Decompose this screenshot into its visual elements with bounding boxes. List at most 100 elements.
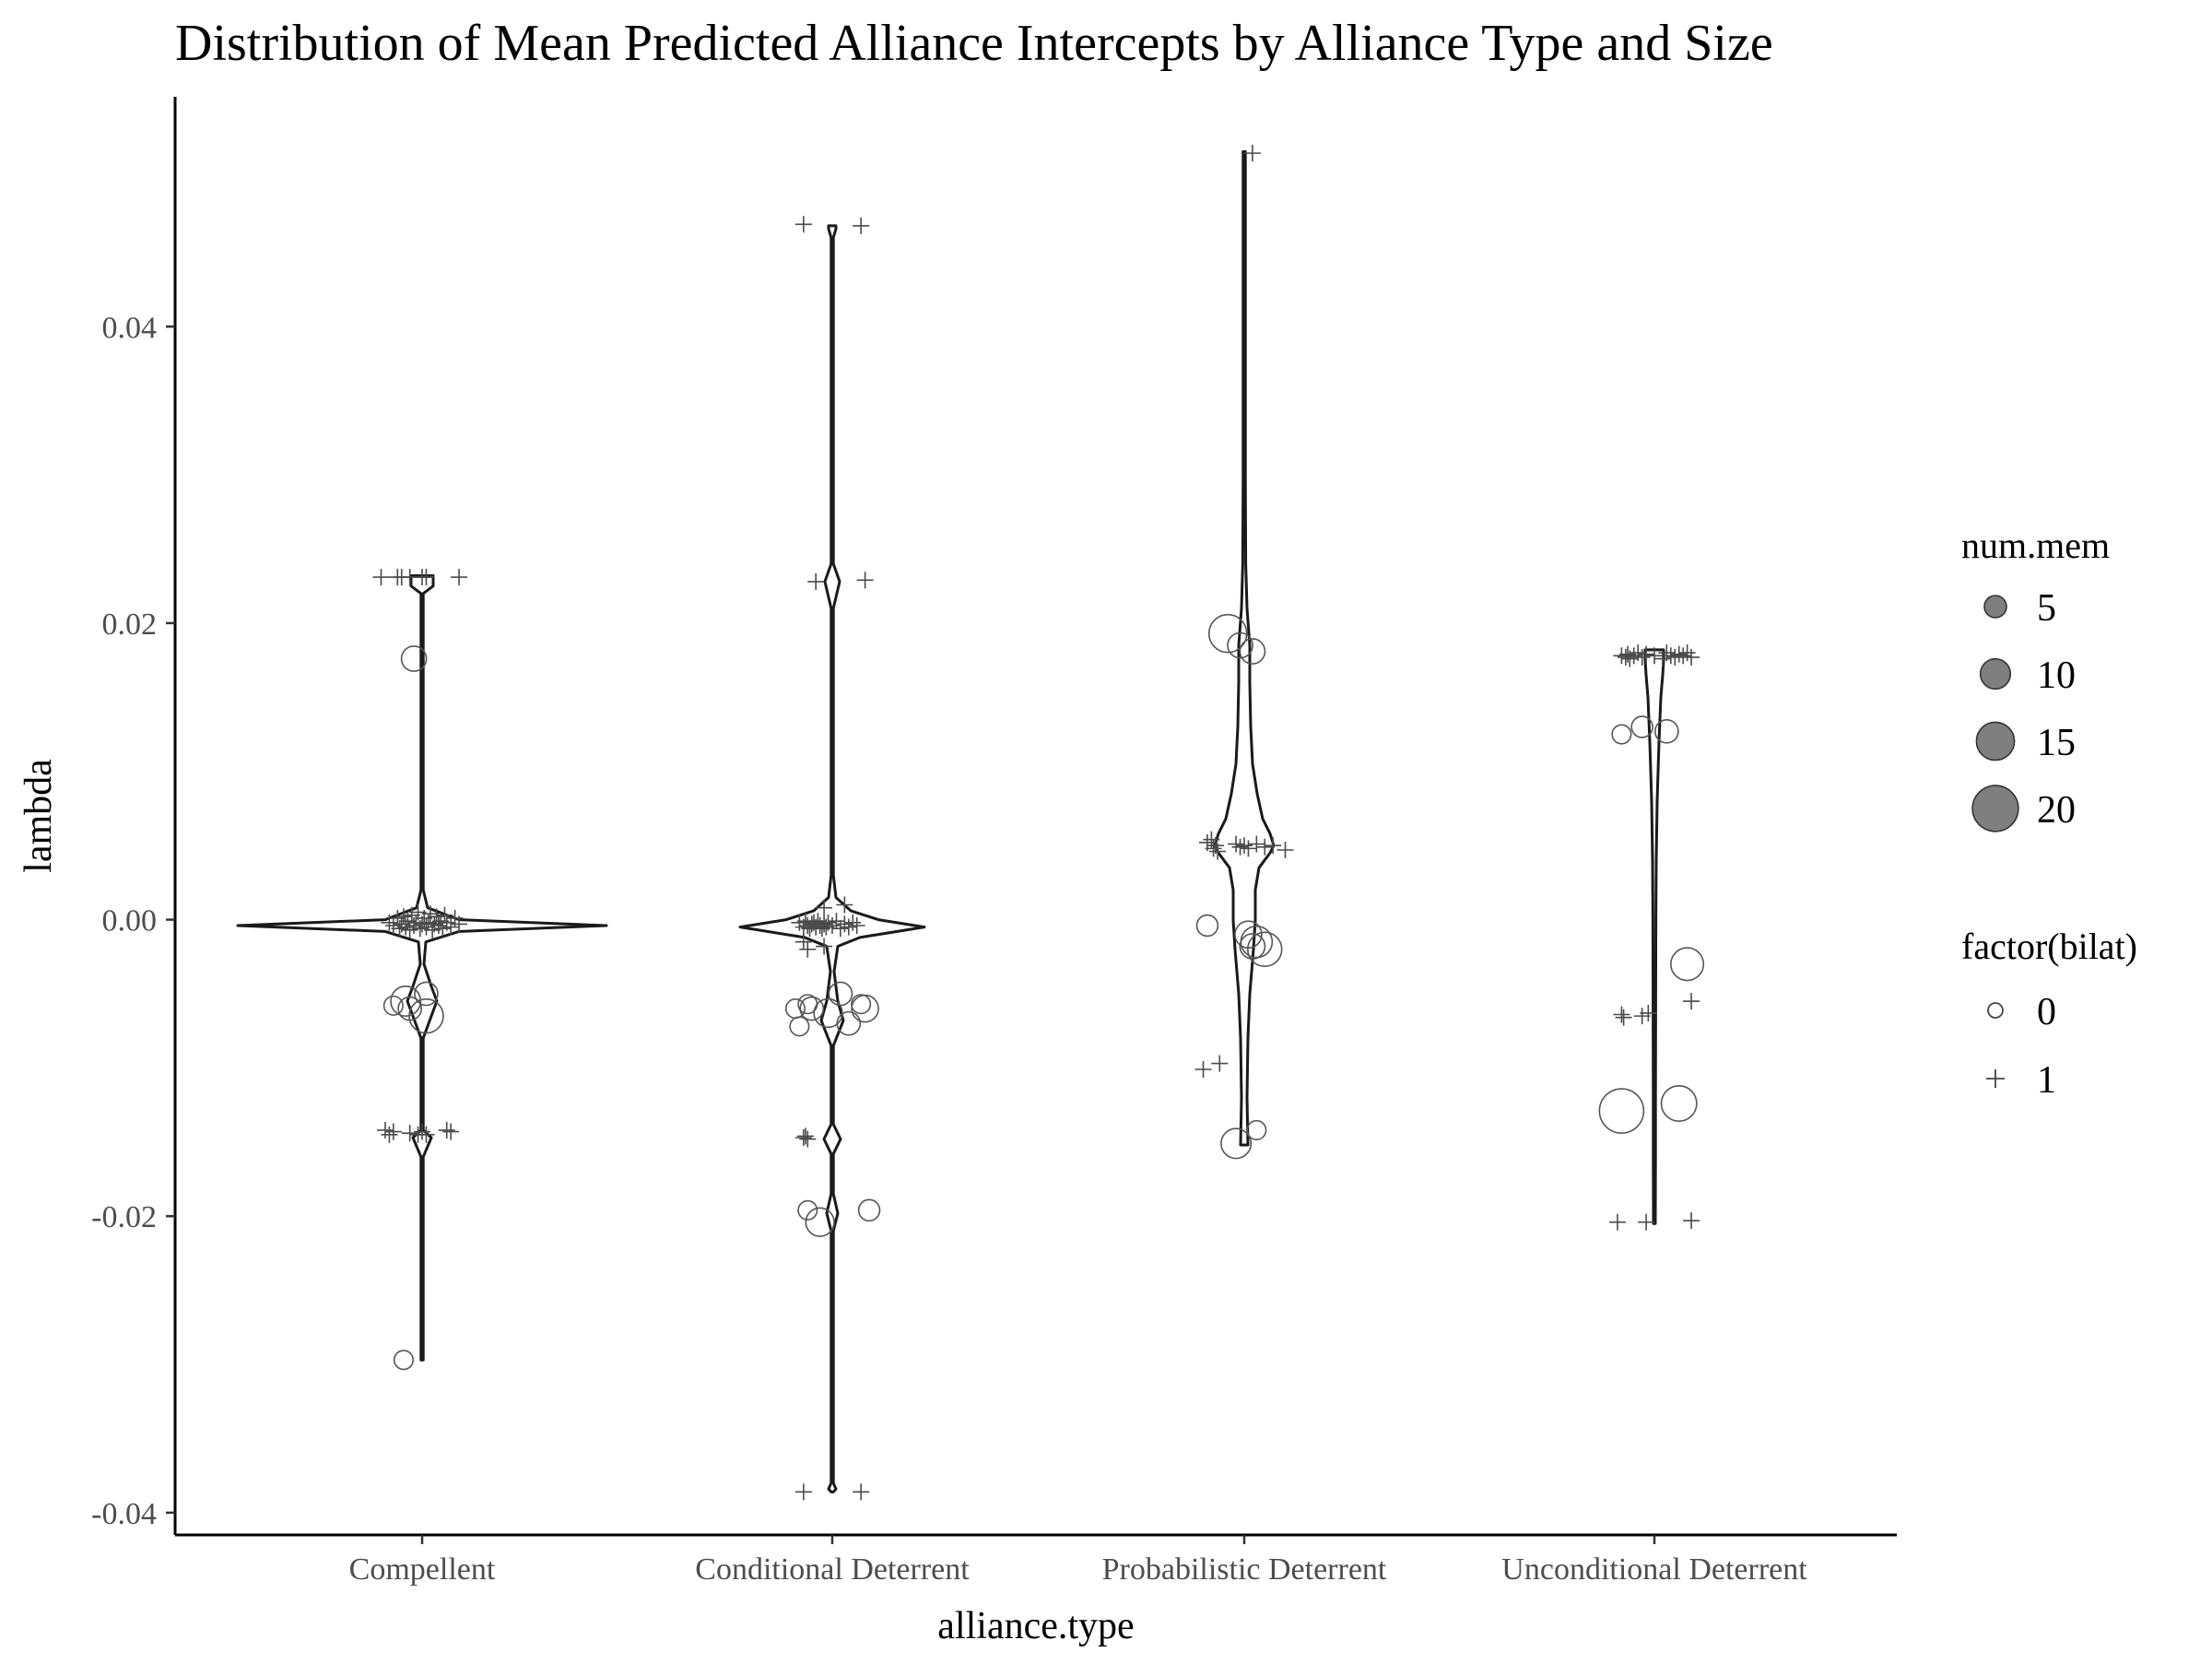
point-bilat-1	[438, 914, 455, 931]
point-bilat-1	[844, 914, 862, 931]
point-bilat-1	[1194, 1061, 1212, 1079]
point-bilat-0	[1207, 613, 1248, 654]
point-bilat-0	[1670, 947, 1705, 982]
point-bilat-1	[1236, 837, 1253, 855]
point-bilat-1	[436, 906, 453, 924]
point-bilat-1	[1640, 1004, 1657, 1021]
violin-probabilistic-deterrent	[1213, 150, 1276, 1147]
point-bilat-1	[816, 899, 833, 916]
legend-shape-key-plus	[1986, 1069, 2005, 1088]
point-bilat-1	[1683, 648, 1700, 666]
point-bilat-1	[451, 569, 468, 586]
point-bilat-0	[1195, 914, 1219, 938]
point-bilat-0	[1611, 724, 1632, 745]
point-bilat-1	[1240, 840, 1257, 857]
x-tick-label: Compellent	[349, 1552, 496, 1587]
point-bilat-1	[1666, 648, 1684, 666]
point-bilat-0	[799, 996, 825, 1021]
point-bilat-1	[1608, 1213, 1626, 1231]
point-bilat-1	[381, 1126, 398, 1143]
point-bilat-0	[1246, 931, 1283, 968]
point-bilat-1	[401, 1125, 418, 1142]
point-bilat-0	[836, 1010, 862, 1036]
point-bilat-1	[799, 1130, 817, 1148]
point-bilat-1	[381, 914, 398, 931]
point-bilat-1	[836, 896, 853, 914]
point-bilat-0	[1227, 631, 1253, 659]
point-bilat-1	[1670, 645, 1688, 663]
point-bilat-0	[851, 994, 879, 1023]
point-bilat-0	[1630, 715, 1653, 738]
point-bilat-1	[442, 918, 460, 936]
violin-unconditional-deterrent	[1643, 648, 1665, 1225]
point-bilat-0	[393, 1350, 415, 1371]
point-bilat-1	[819, 914, 837, 931]
legend-size-label: 20	[2037, 789, 2076, 832]
point-bilat-0	[851, 994, 872, 1015]
point-bilat-1	[418, 1126, 435, 1143]
y-tick-label: -0.04	[91, 1497, 157, 1531]
point-bilat-0	[857, 1198, 881, 1222]
y-axis-ticks: -0.04 -0.02 0.00 0.02 0.04	[91, 311, 175, 1531]
point-bilat-1	[794, 1483, 812, 1501]
plot-area	[236, 145, 1705, 1501]
point-bilat-1	[1646, 647, 1663, 665]
point-bilat-0	[789, 1016, 810, 1037]
point-bilat-0	[828, 981, 853, 1007]
point-bilat-1	[1675, 647, 1692, 665]
point-bilat-0	[1220, 1127, 1253, 1160]
point-bilat-0	[414, 981, 439, 1007]
legend-size-label: 5	[2037, 587, 2056, 630]
point-bilat-1	[1678, 644, 1696, 662]
point-bilat-1	[1205, 840, 1222, 857]
point-bilat-1	[1211, 1055, 1229, 1072]
point-bilat-1	[848, 917, 865, 935]
point-bilat-1	[1638, 645, 1655, 663]
legend-shape-title: factor(bilat)	[1961, 926, 2137, 967]
point-bilat-0	[797, 1199, 818, 1221]
point-bilat-1	[1638, 1213, 1655, 1231]
legend-size-title: num.mem	[1961, 525, 2110, 566]
point-bilat-1	[451, 915, 468, 933]
point-bilat-1	[799, 940, 817, 958]
point-bilat-1	[828, 913, 845, 930]
point-bilat-1	[816, 915, 833, 933]
point-bilat-1	[1231, 838, 1249, 856]
violin-conditional-deterrent	[738, 224, 926, 1493]
x-tick-label: Unconditional Deterrent	[1501, 1552, 1807, 1587]
point-bilat-1	[428, 908, 445, 926]
legend-shape-label: 0	[2037, 991, 2056, 1033]
legend-shape-label: 1	[2037, 1059, 2056, 1102]
point-bilat-1	[1625, 647, 1642, 665]
point-bilat-0	[1598, 1088, 1645, 1134]
x-tick-label: Conditional Deterrent	[695, 1552, 970, 1587]
point-bilat-0	[1239, 933, 1266, 960]
point-bilat-1	[807, 572, 825, 590]
point-bilat-1	[1248, 835, 1265, 853]
y-tick-label: -0.02	[91, 1200, 157, 1234]
point-bilat-1	[394, 908, 412, 926]
point-bilat-1	[376, 1121, 394, 1139]
point-bilat-1	[1615, 1009, 1632, 1026]
point-bilat-1	[824, 917, 841, 935]
point-bilat-0	[1240, 925, 1274, 959]
legend-shape-key-circle	[1987, 1002, 2004, 1019]
point-bilat-1	[1265, 837, 1282, 855]
point-bilat-1	[794, 1128, 812, 1146]
point-bilat-1	[1683, 1212, 1700, 1230]
point-bilat-0	[805, 1207, 835, 1237]
point-bilat-1	[418, 569, 435, 586]
point-bilat-0	[1239, 638, 1266, 665]
point-bilat-1	[414, 1123, 430, 1140]
point-bilat-1	[797, 1127, 815, 1145]
point-bilat-0	[400, 645, 428, 672]
point-bilat-1	[1633, 648, 1651, 666]
violin-compellent	[236, 574, 608, 1362]
point-bilat-0	[813, 997, 843, 1029]
point-bilat-1	[1209, 843, 1227, 860]
legend-size-label: 10	[2037, 655, 2076, 697]
point-bilat-1	[1658, 644, 1676, 662]
y-tick-label: 0.04	[102, 311, 158, 345]
y-tick-label: 0.02	[102, 608, 158, 642]
point-bilat-1	[1243, 145, 1261, 162]
